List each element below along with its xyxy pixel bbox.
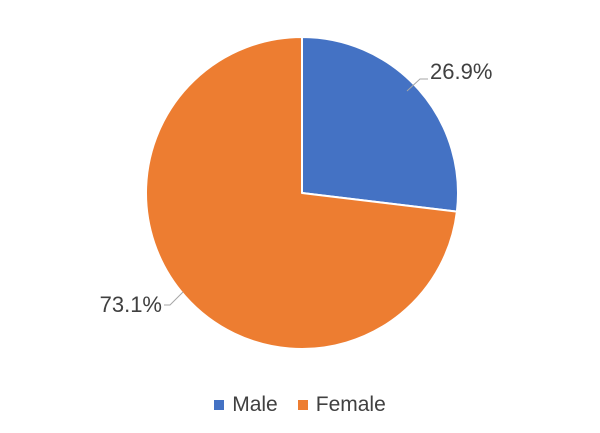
chart-legend: Male Female [0,393,600,417]
data-label-female: 73.1% [100,292,162,317]
legend-item-female: Female [297,393,386,417]
data-label-male: 26.9% [430,59,492,84]
legend-label-female: Female [315,393,386,416]
pie-slice-male [301,36,459,213]
legend-swatch-female [297,400,308,410]
legend-swatch-male [214,400,225,410]
leader-line-male [406,78,428,92]
leader-line-female [164,291,184,306]
legend-item-male: Male [214,393,278,417]
legend-label-male: Male [232,393,278,416]
pie-slice-female [145,36,458,350]
